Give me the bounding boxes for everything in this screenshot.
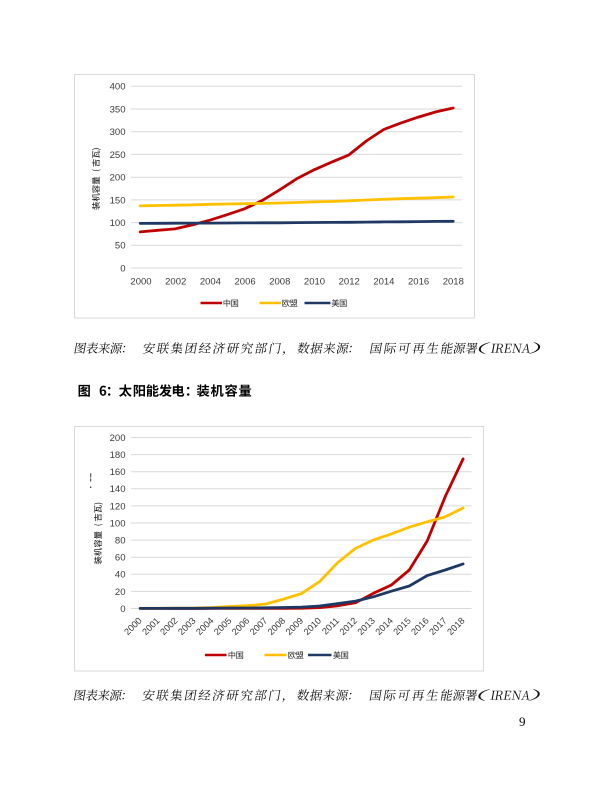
svg-text:20: 20 [115, 587, 126, 598]
svg-text:9: 9 [519, 714, 526, 729]
svg-text:50: 50 [115, 241, 126, 252]
svg-text:60: 60 [115, 553, 126, 564]
svg-text:2008: 2008 [269, 277, 290, 288]
svg-text:350: 350 [110, 104, 126, 115]
svg-text:2002: 2002 [165, 277, 186, 288]
svg-text:180: 180 [110, 450, 126, 461]
svg-text:300: 300 [110, 127, 126, 138]
svg-text:200: 200 [110, 433, 126, 444]
svg-text:2012: 2012 [339, 277, 360, 288]
svg-text:100: 100 [110, 518, 126, 529]
svg-text:0: 0 [120, 263, 125, 274]
svg-text:2016: 2016 [408, 277, 429, 288]
svg-text:200: 200 [110, 173, 126, 184]
svg-text:2006: 2006 [235, 277, 256, 288]
svg-text:2010: 2010 [304, 277, 325, 288]
svg-text:100: 100 [110, 218, 126, 229]
svg-text:120: 120 [110, 501, 126, 512]
svg-text:40: 40 [115, 570, 126, 581]
svg-text:2004: 2004 [200, 277, 221, 288]
svg-text:2014: 2014 [373, 277, 394, 288]
svg-text:2018: 2018 [443, 277, 464, 288]
svg-text:250: 250 [110, 150, 126, 161]
svg-text:80: 80 [115, 536, 126, 547]
svg-text:150: 150 [110, 195, 126, 206]
svg-text:140: 140 [110, 484, 126, 495]
svg-text:0: 0 [120, 604, 125, 615]
svg-text:2000: 2000 [130, 277, 151, 288]
svg-text:400: 400 [110, 82, 126, 93]
svg-text:160: 160 [110, 467, 126, 478]
